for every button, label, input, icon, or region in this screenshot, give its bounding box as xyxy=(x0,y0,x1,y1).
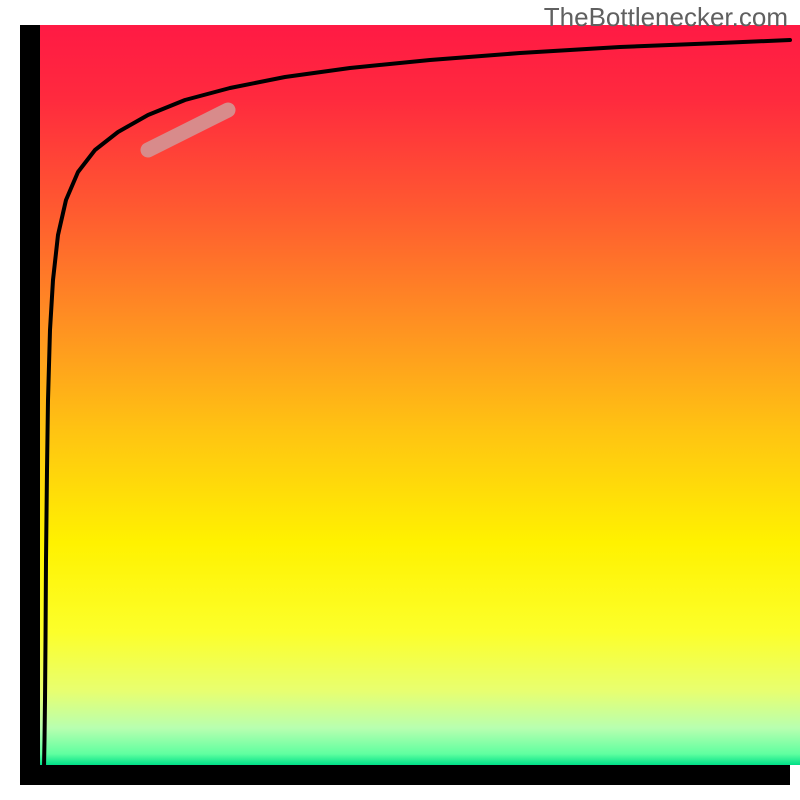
watermark-text: TheBottlenecker.com xyxy=(544,2,788,33)
curve-layer xyxy=(0,0,800,800)
highlight-segment xyxy=(148,110,228,150)
chart-canvas: TheBottlenecker.com xyxy=(0,0,800,800)
